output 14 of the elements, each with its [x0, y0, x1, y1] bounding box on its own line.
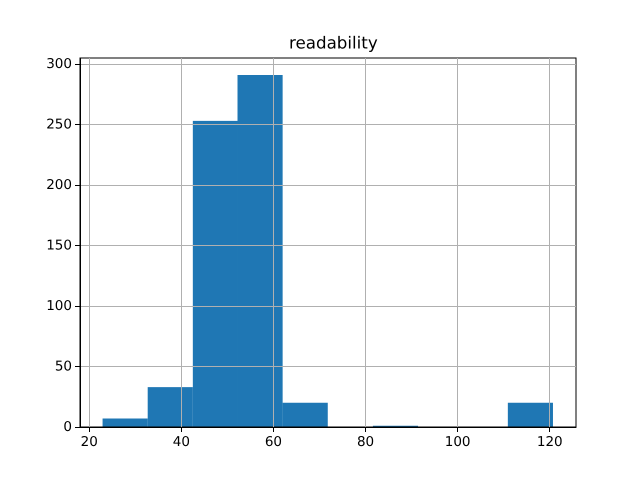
- y-tick-label: 300: [46, 56, 72, 72]
- x-tick-label: 40: [172, 434, 190, 450]
- x-tick-label: 80: [356, 434, 374, 450]
- y-tick-label: 250: [46, 116, 72, 133]
- y-tick-label: 150: [46, 238, 72, 254]
- y-tick-label: 50: [54, 358, 72, 375]
- x-tick-label: 100: [444, 434, 471, 450]
- x-tick-label: 60: [264, 434, 282, 450]
- x-tick-label: 120: [536, 434, 563, 450]
- y-tick-label: 200: [46, 177, 72, 194]
- x-tick-label: 20: [80, 434, 98, 450]
- y-tick-label: 100: [46, 298, 72, 314]
- y-tick-label: 0: [63, 419, 72, 435]
- chart-title: readability: [289, 32, 378, 52]
